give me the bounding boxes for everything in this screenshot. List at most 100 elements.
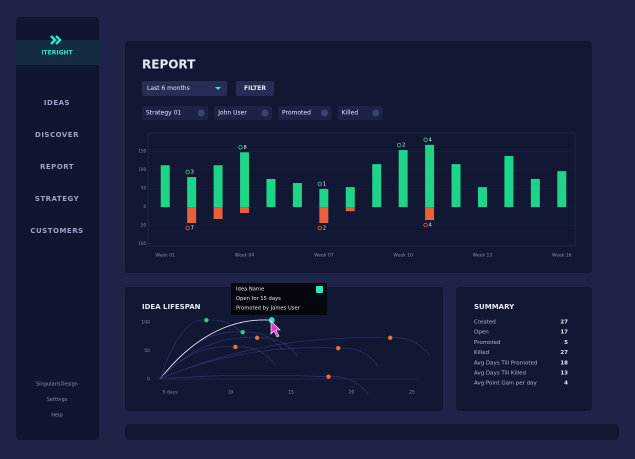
tooltip-icon[interactable] [316, 286, 323, 293]
filter-chip-text: John User [217, 110, 247, 117]
trend-curve [159, 337, 298, 380]
y-tick-label: 50 [141, 186, 147, 191]
scatter-point[interactable] [335, 345, 341, 351]
x-tick-label: 10 [228, 390, 234, 396]
bar [213, 165, 223, 208]
summary-value: 17 [560, 330, 568, 336]
sidebar-footer-link[interactable]: Settings [47, 397, 68, 403]
tooltip-line: Open for 15 days [236, 296, 281, 302]
point-label: 8 [244, 145, 247, 151]
x-tick-label: Week 16 [552, 253, 572, 259]
point-label-marker [396, 142, 402, 148]
nav-item[interactable]: DISCOVER [35, 131, 79, 139]
summary-title: SUMMARY [474, 303, 515, 311]
bar [557, 171, 567, 208]
sidebar [16, 17, 99, 440]
point-label-marker [423, 137, 428, 143]
report-title: REPORT [142, 58, 196, 72]
bar [345, 207, 355, 212]
y-tick-label: 100 [138, 241, 146, 246]
point-label: 4 [429, 223, 432, 229]
y-tick-label: 100 [138, 167, 146, 172]
sidebar-footer-link[interactable]: Help [51, 413, 62, 419]
filter-button[interactable] [236, 81, 274, 96]
scatter-point[interactable] [233, 344, 238, 350]
filter-button-text: FILTER [244, 85, 266, 92]
filter-chip-text: Killed [342, 110, 359, 117]
summary-label: Avg Days Till Killed [474, 371, 526, 377]
scatter-point[interactable] [326, 374, 331, 379]
logo-text: ITERIGHT [41, 50, 73, 57]
y-tick-label: 0 [147, 377, 150, 383]
scatter-point[interactable] [204, 317, 209, 323]
scatter-point[interactable] [240, 329, 245, 335]
point-label: 2 [402, 143, 405, 149]
nav-item[interactable]: CUSTOMERS [30, 227, 83, 235]
bar [530, 178, 540, 208]
dropdown[interactable] [142, 81, 227, 96]
filter-chip-text: Strategy 01 [146, 110, 181, 117]
trend-curve [159, 337, 431, 380]
bar [240, 152, 250, 208]
chip-close[interactable] [261, 109, 269, 117]
point-label: 4 [429, 137, 432, 143]
point-label-marker [185, 225, 190, 231]
filter-chip[interactable] [142, 106, 209, 120]
bar [187, 177, 197, 208]
filter-chip[interactable] [214, 106, 272, 120]
summary-panel [456, 287, 592, 411]
point-label: 3 [191, 170, 194, 176]
filter-chip[interactable] [278, 106, 332, 120]
bar [398, 150, 408, 208]
filter-chip[interactable] [337, 106, 383, 120]
trend-curve [159, 319, 272, 380]
tooltip [231, 283, 327, 315]
x-tick-label: 25 [409, 390, 415, 396]
summary-label: Avg Point Gain per day [474, 381, 537, 387]
logo-icon [50, 35, 62, 45]
point-label-marker [317, 225, 323, 231]
summary-label: Created [474, 320, 496, 326]
sidebar-footer-link[interactable]: SingularisDesign [36, 382, 78, 388]
summary-value: 4 [564, 381, 568, 387]
point-label: 7 [191, 226, 194, 232]
chip-close[interactable] [197, 109, 205, 117]
nav-item[interactable]: STRATEGY [35, 195, 80, 203]
trend-curve [159, 374, 369, 395]
summary-value: 27 [560, 350, 568, 356]
scatter-point[interactable] [268, 317, 275, 324]
bar [213, 207, 223, 219]
bar [160, 165, 170, 208]
chip-close[interactable] [372, 109, 380, 117]
x-tick-label: Week 10 [393, 253, 413, 259]
bar [266, 178, 276, 208]
cursor [270, 320, 281, 338]
y-tick-label: 0 [143, 204, 146, 209]
chip-close[interactable] [321, 109, 329, 117]
y-tick-label: 50 [141, 223, 147, 228]
point-label-marker [317, 181, 323, 187]
x-tick-label: 15 [288, 390, 294, 396]
summary-label: Killed [474, 350, 489, 356]
report-panel [125, 41, 592, 273]
x-tick-label: Week 13 [473, 253, 493, 259]
summary-label: Open [474, 330, 489, 336]
x-tick-label: Week 01 [155, 253, 175, 259]
bottom-panel [125, 424, 619, 440]
trend-curve [159, 347, 379, 380]
nav-item[interactable]: REPORT [40, 163, 74, 171]
summary-value: 5 [564, 340, 568, 346]
dropdown-text: Last 6 months [147, 85, 190, 92]
summary-label: Avg Days Till Promoted [474, 360, 537, 366]
bar [319, 188, 329, 208]
bar [187, 207, 197, 224]
point-label: 1 [323, 181, 326, 187]
x-tick-label: Week 07 [314, 253, 334, 259]
lifespan-title: IDEA LIFESPAN [142, 303, 201, 311]
nav-item[interactable]: IDEAS [44, 99, 70, 107]
scatter-point[interactable] [387, 335, 393, 341]
bar [292, 183, 302, 208]
scatter-point[interactable] [254, 335, 260, 341]
bar [504, 155, 514, 208]
